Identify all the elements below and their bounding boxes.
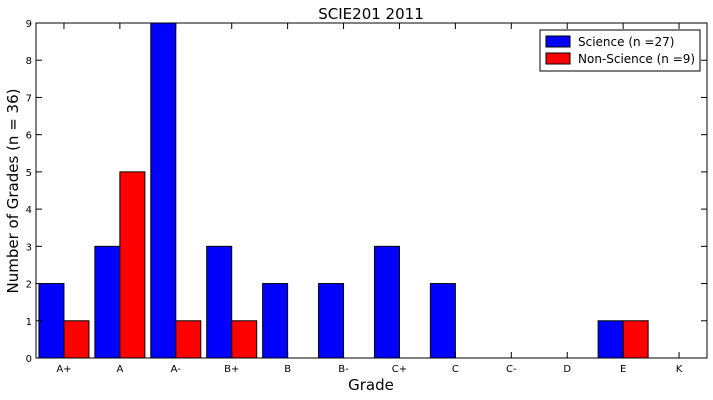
y-tick-label: 4: [26, 205, 32, 216]
bar-science-c: [429, 283, 456, 359]
bar-science-b-plus: [206, 245, 233, 359]
bar-non-science-a: [119, 171, 146, 359]
bar-science-b-minus: [318, 283, 345, 359]
x-tick-label-c: C: [452, 364, 459, 375]
bar-science-a-minus: [150, 22, 177, 359]
x-tick-label-c-plus: C+: [392, 364, 407, 375]
y-axis-title: Number of Grades (n = 36): [4, 89, 22, 294]
plot-area: 0 1 2 3 4 5 6 7 8 9 A+ A A- B+ B B- C+ C C- D E K: [26, 19, 708, 375]
legend-label-non-science: Non-Science (n =9): [578, 52, 695, 66]
legend-label-science: Science (n =27): [578, 35, 674, 49]
bar-non-science-a-minus: [175, 320, 202, 359]
legend-swatch-non-science: [545, 52, 571, 65]
legend: Science (n =27) Non-Science (n =9): [539, 29, 701, 72]
x-tick-label-c-minus: C-: [506, 364, 517, 375]
bar-science-b: [262, 283, 289, 359]
y-tick-label: 8: [26, 56, 32, 67]
y-tick-label: 6: [26, 131, 32, 142]
bar-science-a-plus: [38, 283, 65, 359]
bar-science-c-plus: [373, 245, 400, 359]
x-tick-label-b: B: [284, 364, 291, 375]
x-tick-label-k: K: [676, 364, 683, 375]
x-tick-label-b-minus: B-: [338, 364, 349, 375]
bar-non-science-e: [622, 320, 649, 359]
y-tick-label: 3: [26, 242, 32, 253]
x-tick-label-e: E: [620, 364, 626, 375]
y-tick-label: 1: [26, 317, 32, 328]
x-tick-label-a-minus: A-: [171, 364, 182, 375]
bar-non-science-b-plus: [231, 320, 258, 359]
bar-science-e: [597, 320, 624, 359]
x-tick-label-a-plus: A+: [56, 364, 71, 375]
y-tick-label: 7: [26, 93, 32, 104]
legend-swatch-science: [545, 35, 571, 48]
plot-frame: [35, 22, 708, 359]
y-tick-label: 2: [26, 280, 32, 291]
bar-non-science-a-plus: [63, 320, 90, 359]
chart-title: SCIE201 2011: [318, 5, 423, 23]
bar-science-a: [94, 245, 121, 359]
y-tick-label: 9: [26, 19, 32, 30]
x-tick-label-d: D: [563, 364, 571, 375]
y-tick-label: 5: [26, 168, 32, 179]
x-tick-label-a: A: [116, 364, 123, 375]
y-tick-label: 0: [26, 354, 32, 365]
x-axis-title: Grade: [348, 376, 394, 394]
x-tick-label-b-plus: B+: [224, 364, 239, 375]
